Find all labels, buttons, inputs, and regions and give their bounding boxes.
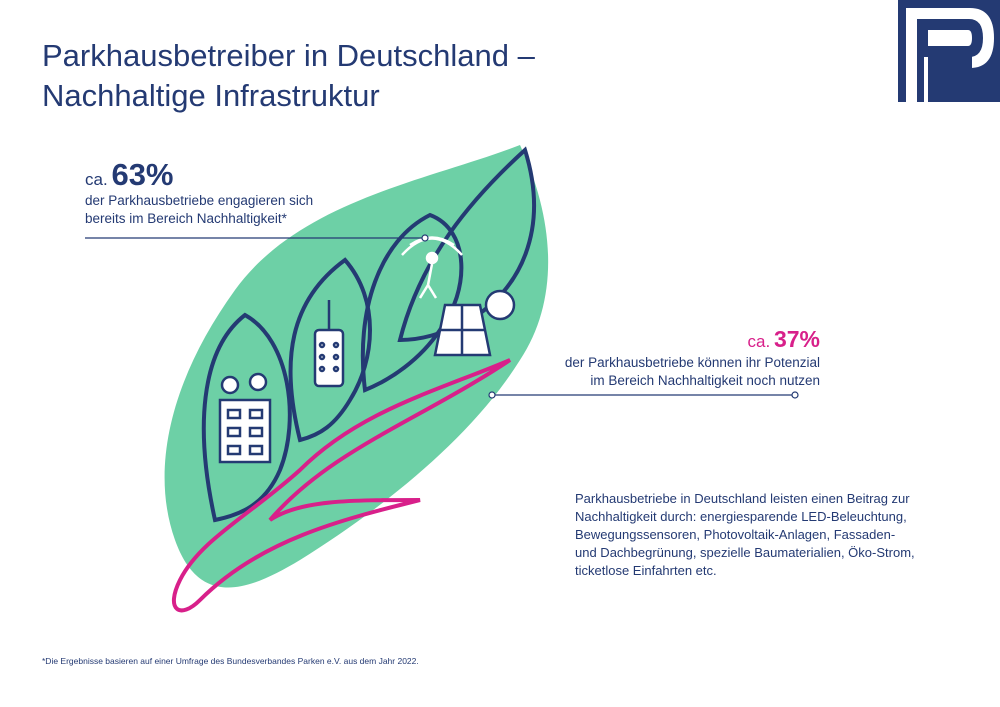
stat-engaged-line-2: bereits im Bereich Nachhaltigkeit* xyxy=(85,211,287,226)
footnote: *Die Ergebnisse basieren auf einer Umfra… xyxy=(42,656,419,666)
info-line: und Dachbegrünung, spezielle Baumaterial… xyxy=(575,545,915,560)
stat-engaged-line-1: der Parkhausbetriebe engagieren sich xyxy=(85,193,314,208)
stat-potential: ca. 37% der Parkhausbetriebe können ihr … xyxy=(540,328,820,390)
info-paragraph: Parkhausbetriebe in Deutschland leisten … xyxy=(575,490,935,580)
logo-p-core xyxy=(928,30,972,102)
leader-line-engaged xyxy=(85,234,429,242)
stat-potential-line-1: der Parkhausbetriebe können ihr Potenzia… xyxy=(564,355,820,370)
stat-potential-line-2: im Bereich Nachhaltigkeit noch nutzen xyxy=(590,373,820,388)
leaf-lobe-2 xyxy=(288,257,372,443)
pedestrian-sensor-icon xyxy=(401,236,463,299)
title-line-2: Nachhaltige Infrastruktur xyxy=(42,78,380,113)
leaf-outline-magenta xyxy=(172,358,512,613)
leaf-body xyxy=(164,145,549,588)
leaf-lobe-3 xyxy=(360,212,464,393)
page-title: Parkhausbetreiber in Deutschland – Nachh… xyxy=(42,36,742,116)
solar-panel-icon xyxy=(433,289,516,357)
parking-logo xyxy=(898,0,1000,102)
tower-icon xyxy=(313,300,345,388)
logo-p-gap xyxy=(928,46,972,102)
stat-potential-percent: 37% xyxy=(773,326,820,352)
stat-potential-prefix: ca. xyxy=(747,332,771,351)
stat-engaged-percent: 63% xyxy=(111,157,174,192)
building-icon xyxy=(218,372,272,464)
leaf-lobe-1 xyxy=(201,312,292,523)
stat-engaged: ca. 63% der Parkhausbetriebe engagieren … xyxy=(85,159,385,228)
info-line: Bewegungssensoren, Photovoltaik-Anlagen,… xyxy=(575,527,896,542)
info-line: ticketlose Einfahrten etc. xyxy=(575,563,717,578)
stat-engaged-prefix: ca. xyxy=(85,170,108,189)
info-line: Nachhaltigkeit durch: energiesparende LE… xyxy=(575,509,907,524)
title-line-1: Parkhausbetreiber in Deutschland – xyxy=(42,38,535,73)
leader-line-potential xyxy=(488,391,799,399)
info-line: Parkhausbetriebe in Deutschland leisten … xyxy=(575,491,910,506)
